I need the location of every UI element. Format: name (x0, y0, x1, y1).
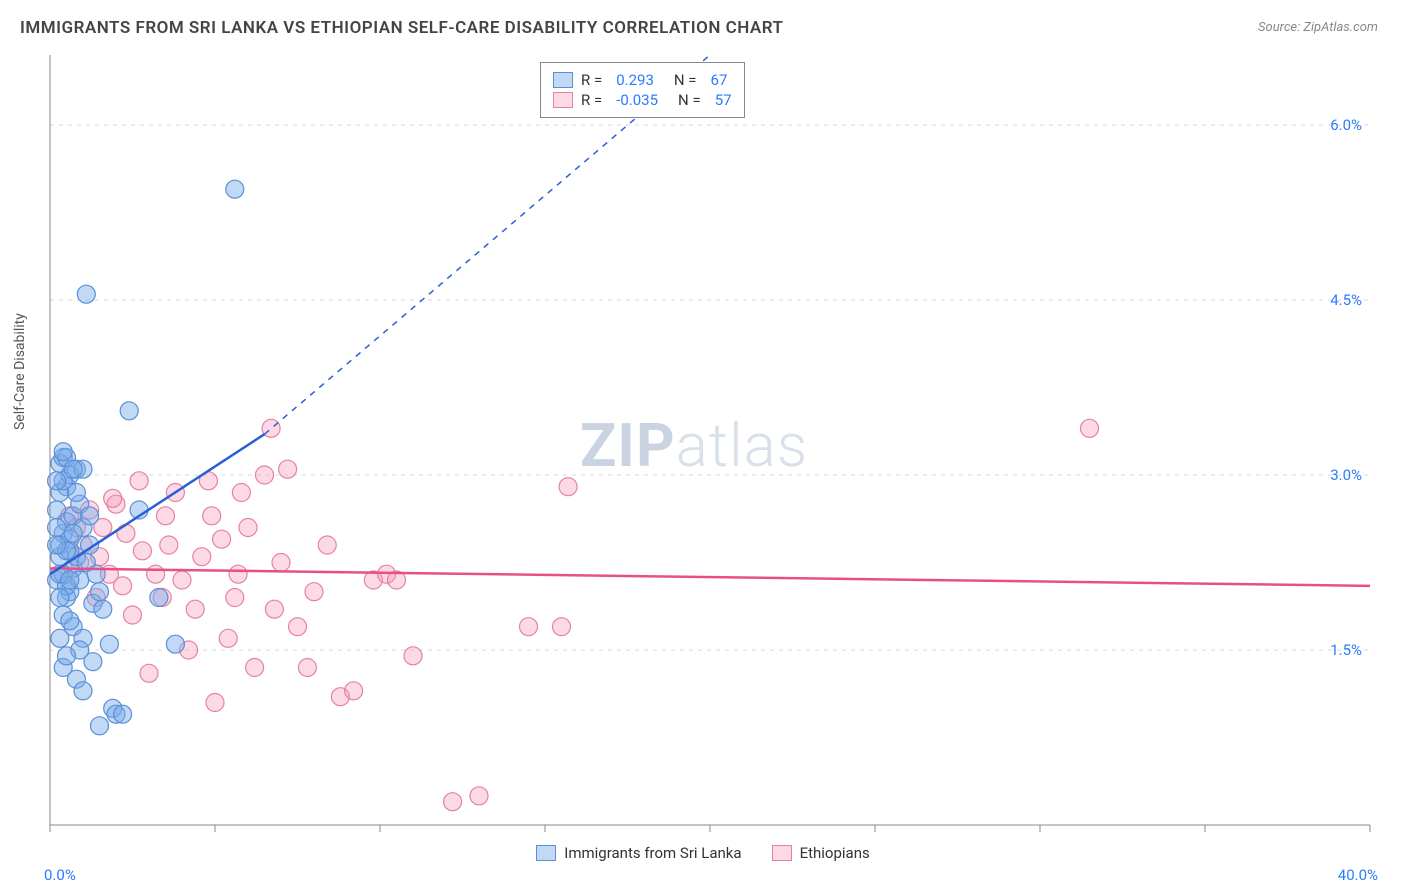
svg-text:3.0%: 3.0% (1330, 466, 1362, 484)
r-label: R = (581, 91, 602, 109)
x-axis-max: 40.0% (1338, 866, 1378, 884)
swatch-series2 (553, 92, 573, 108)
legend-row-series1: R = 0.293 N = 67 (553, 71, 732, 89)
legend-item-series1: Immigrants from Sri Lanka (536, 844, 741, 862)
watermark: ZIPatlas (580, 410, 808, 481)
svg-text:1.5%: 1.5% (1330, 641, 1362, 659)
x-axis-min: 0.0% (44, 866, 76, 884)
svg-text:6.0%: 6.0% (1330, 116, 1362, 134)
n-label: N = (674, 71, 697, 89)
n-label: N = (678, 91, 701, 109)
legend-item-series2: Ethiopians (772, 844, 870, 862)
n-value: 67 (711, 71, 728, 89)
legend-label: Ethiopians (800, 844, 870, 862)
correlation-legend: R = 0.293 N = 67 R = -0.035 N = 57 (540, 62, 745, 118)
swatch-series1 (536, 845, 556, 861)
legend-row-series2: R = -0.035 N = 57 (553, 91, 732, 109)
series-legend: Immigrants from Sri Lanka Ethiopians (0, 844, 1406, 862)
r-value: 0.293 (616, 71, 654, 89)
swatch-series2 (772, 845, 792, 861)
svg-text:4.5%: 4.5% (1330, 291, 1362, 309)
swatch-series1 (553, 72, 573, 88)
n-value: 57 (715, 91, 732, 109)
r-value: -0.035 (616, 91, 658, 109)
r-label: R = (581, 71, 602, 89)
legend-label: Immigrants from Sri Lanka (564, 844, 741, 862)
